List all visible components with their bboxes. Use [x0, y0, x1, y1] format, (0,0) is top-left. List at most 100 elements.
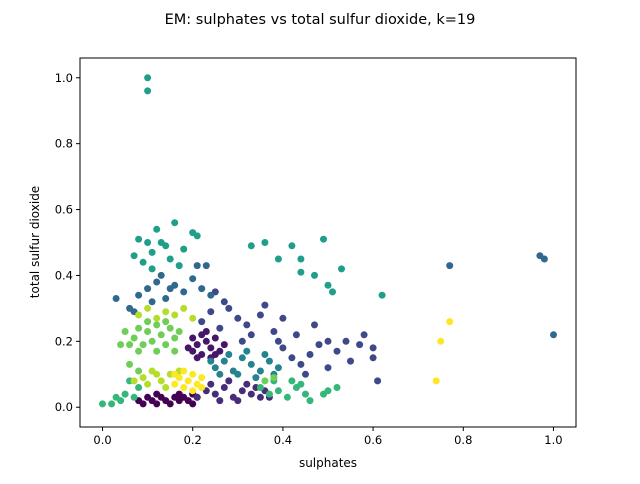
data-point-cluster-5: [211, 364, 219, 372]
data-point-cluster-10: [189, 387, 197, 395]
data-point-cluster-7: [99, 400, 106, 408]
data-point-cluster-8: [153, 347, 161, 355]
data-point-cluster-3: [279, 314, 287, 322]
data-point-cluster-3: [243, 321, 251, 329]
data-point-cluster-7: [333, 384, 341, 391]
plot-frame: [79, 57, 577, 428]
data-point-cluster-5: [252, 374, 260, 382]
y-tick-label: 0.2: [55, 334, 73, 348]
data-point-cluster-2: [193, 393, 201, 401]
data-point-cluster-1: [189, 334, 197, 342]
data-point-cluster-4: [112, 295, 120, 302]
data-point-cluster-3: [333, 347, 341, 355]
data-point-cluster-3: [369, 354, 377, 362]
data-point-cluster-4: [153, 278, 161, 286]
data-point-cluster-4: [144, 285, 152, 293]
data-point-cluster-10: [198, 374, 206, 382]
data-point-cluster-1: [211, 334, 219, 342]
data-point-cluster-7: [283, 393, 291, 401]
data-point-cluster-7: [302, 390, 309, 398]
data-point-cluster-6: [311, 271, 318, 279]
data-point-cluster-6: [193, 232, 201, 240]
data-point-cluster-8: [162, 341, 170, 349]
data-point-cluster-1: [211, 351, 219, 358]
data-point-cluster-3: [207, 308, 215, 316]
data-point-cluster-3: [247, 331, 255, 339]
data-point-cluster-3: [220, 298, 228, 306]
data-point-cluster-4: [166, 285, 174, 293]
data-point-cluster-2: [234, 397, 242, 405]
data-point-cluster-4: [540, 255, 548, 263]
data-point-cluster-7: [256, 384, 264, 391]
x-tick-label: 0.4: [274, 433, 292, 447]
data-point-cluster-6: [274, 255, 282, 263]
data-point-cluster-2: [247, 390, 255, 398]
data-point-cluster-4: [180, 288, 188, 296]
data-point-cluster-9: [153, 370, 161, 378]
data-point-cluster-8: [144, 328, 152, 335]
data-point-cluster-1: [184, 344, 192, 352]
data-point-cluster-0: [153, 390, 161, 398]
x-tick-label: 1.0: [544, 433, 562, 447]
data-point-cluster-6: [247, 242, 255, 250]
y-tick-label: 1.0: [55, 71, 73, 85]
data-point-cluster-7: [306, 397, 314, 405]
data-point-cluster-7: [121, 390, 129, 398]
data-point-cluster-6: [144, 239, 152, 246]
data-point-cluster-7: [274, 387, 282, 395]
data-point-cluster-1: [207, 344, 215, 352]
data-point-cluster-3: [369, 344, 377, 352]
data-point-cluster-8: [135, 367, 143, 375]
data-point-cluster-3: [256, 311, 264, 319]
data-point-cluster-4: [148, 298, 156, 306]
data-point-cluster-9: [162, 384, 170, 391]
data-point-cluster-8: [162, 318, 170, 326]
data-point-cluster-3: [374, 377, 382, 385]
data-point-cluster-8: [171, 347, 179, 355]
data-point-cluster-6: [378, 291, 386, 299]
data-point-cluster-6: [144, 87, 152, 95]
x-tick-label: 0.2: [184, 433, 202, 447]
data-point-cluster-6: [288, 242, 296, 250]
data-point-cluster-6: [297, 268, 305, 276]
data-point-cluster-6: [261, 239, 269, 246]
data-point-cluster-7: [112, 393, 120, 401]
data-point-cluster-7: [135, 384, 143, 391]
data-point-cluster-5: [261, 351, 269, 358]
data-point-cluster-5: [265, 357, 273, 365]
data-point-cluster-3: [279, 344, 287, 352]
data-point-cluster-10: [437, 337, 445, 345]
data-point-cluster-0: [166, 400, 174, 408]
data-point-cluster-2: [243, 380, 251, 388]
data-point-cluster-9: [144, 380, 152, 388]
data-point-cluster-6: [148, 265, 156, 273]
data-point-cluster-8: [166, 324, 174, 332]
data-point-cluster-3: [234, 314, 242, 322]
data-point-cluster-3: [288, 354, 296, 362]
data-point-cluster-3: [302, 370, 309, 378]
data-point-cluster-5: [234, 370, 242, 378]
data-point-cluster-9: [153, 314, 161, 322]
data-point-cluster-3: [360, 331, 368, 339]
data-point-cluster-8: [130, 334, 138, 342]
x-tick-label: 0.6: [364, 433, 382, 447]
data-point-cluster-1: [193, 354, 201, 362]
data-point-cluster-9: [135, 311, 143, 319]
data-point-cluster-3: [347, 357, 354, 365]
data-point-cluster-3: [270, 328, 278, 335]
data-point-cluster-10: [171, 380, 179, 388]
data-point-cluster-6: [135, 235, 143, 243]
data-point-cluster-5: [238, 354, 246, 362]
data-point-cluster-6: [320, 235, 327, 243]
data-point-cluster-0: [139, 400, 147, 408]
data-point-cluster-10: [180, 367, 188, 375]
data-point-cluster-3: [306, 351, 314, 358]
data-point-cluster-9: [162, 308, 170, 316]
data-point-cluster-3: [297, 360, 305, 368]
data-point-cluster-10: [432, 377, 440, 385]
data-point-cluster-9: [139, 374, 147, 382]
data-point-cluster-6: [329, 288, 336, 296]
y-tick-label: 0.0: [55, 400, 73, 414]
data-point-cluster-4: [446, 262, 454, 270]
